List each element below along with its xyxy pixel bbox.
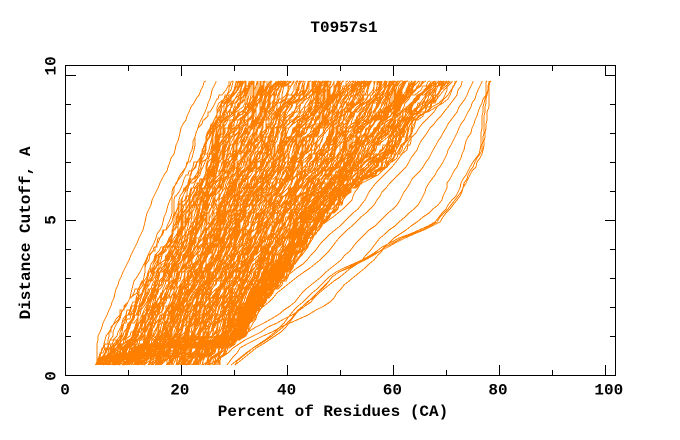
svg-text:80: 80 — [488, 381, 507, 399]
svg-text:0: 0 — [42, 371, 60, 381]
svg-text:Percent of Residues (CA): Percent of Residues (CA) — [218, 403, 448, 421]
svg-text:100: 100 — [594, 381, 623, 399]
svg-text:40: 40 — [277, 381, 296, 399]
svg-text:60: 60 — [383, 381, 402, 399]
svg-text:20: 20 — [170, 381, 189, 399]
svg-text:0: 0 — [60, 381, 70, 399]
svg-text:Distance Cutoff, A: Distance Cutoff, A — [17, 146, 35, 319]
svg-text:T0957s1: T0957s1 — [310, 19, 377, 37]
svg-text:10: 10 — [42, 56, 60, 75]
svg-text:5: 5 — [42, 215, 60, 225]
